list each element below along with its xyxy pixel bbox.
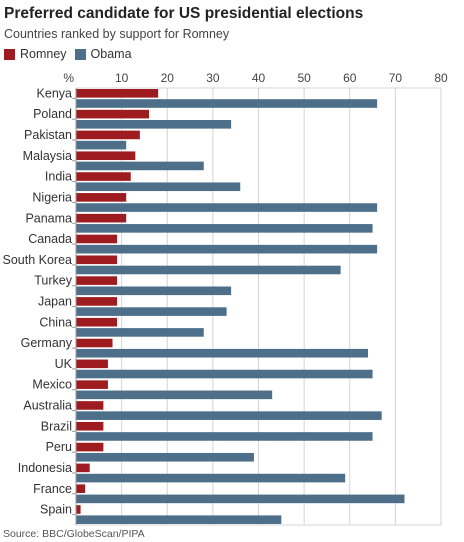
bar-romney-turkey (76, 276, 118, 285)
legend-item-romney: Romney (4, 47, 67, 61)
category-label-poland: Poland (33, 107, 72, 121)
category-label-panama: Panama (25, 211, 72, 225)
bar-obama-spain (76, 515, 282, 524)
category-label-malaysia: Malaysia (23, 149, 72, 163)
bar-romney-nigeria (76, 193, 127, 202)
x-tick-label-50: 50 (297, 71, 311, 85)
bar-obama-peru (76, 452, 254, 462)
bar-obama-uk (76, 369, 373, 379)
bar-obama-brazil (76, 432, 373, 441)
legend-label-romney: Romney (20, 47, 67, 61)
bar-obama-china (76, 328, 204, 337)
bar-obama-india (76, 182, 241, 192)
bar-obama-malaysia (76, 161, 204, 171)
bar-romney-malaysia (76, 151, 136, 161)
bar-romney-mexico (76, 380, 108, 389)
chart-title: Preferred candidate for US presidential … (4, 5, 364, 22)
bar-romney-indonesia (76, 463, 90, 473)
category-label-south-korea: South Korea (3, 253, 73, 267)
x-tick-label-80: 80 (434, 71, 448, 85)
legend-swatch-romney (4, 48, 15, 60)
category-label-japan: Japan (38, 295, 72, 309)
bar-romney-france (76, 484, 86, 493)
source-note: Source: BBC/GlobeScan/PIPA (3, 528, 145, 540)
bar-romney-uk (76, 359, 108, 369)
bar-obama-germany (76, 348, 368, 358)
category-label-uk: UK (55, 357, 73, 371)
bar-obama-south-korea (76, 265, 341, 275)
legend-swatch-obama (74, 48, 86, 60)
x-tick-label-70: 70 (389, 71, 403, 85)
bar-obama-japan (76, 307, 227, 316)
x-tick-label-10: 10 (115, 71, 129, 85)
category-label-turkey: Turkey (34, 274, 72, 288)
category-label-india: India (45, 170, 72, 184)
x-tick-label-60: 60 (343, 71, 357, 85)
bar-romney-india (76, 172, 131, 181)
bar-obama-poland (76, 120, 232, 129)
category-label-mexico: Mexico (32, 378, 72, 392)
category-label-indonesia: Indonesia (18, 461, 72, 475)
legend-label-obama: Obama (90, 47, 132, 61)
bar-romney-brazil (76, 421, 104, 431)
bar-obama-canada (76, 244, 378, 254)
category-label-france: France (33, 482, 72, 496)
category-label-spain: Spain (40, 503, 72, 517)
bar-obama-kenya (76, 99, 378, 108)
bar-romney-germany (76, 338, 113, 348)
bar-obama-nigeria (76, 203, 378, 212)
x-tick-label-30: 30 (206, 71, 220, 85)
bar-obama-pakistan (76, 140, 127, 150)
bar-romney-kenya (76, 89, 159, 98)
x-tick-label-20: 20 (161, 71, 175, 85)
chart-subtitle: Countries ranked by support for Romney (4, 27, 230, 41)
bar-obama-indonesia (76, 473, 346, 483)
category-label-china: China (39, 315, 72, 329)
bar-obama-turkey (76, 286, 232, 296)
category-label-canada: Canada (28, 232, 72, 246)
category-label-kenya: Kenya (37, 86, 72, 100)
bar-romney-peru (76, 442, 104, 452)
x-tick-label-40: 40 (252, 71, 266, 85)
bar-obama-france (76, 494, 405, 504)
bar-romney-china (76, 317, 118, 327)
category-label-brazil: Brazil (41, 419, 72, 433)
bar-romney-australia (76, 401, 104, 410)
chart-legend: Romney Obama (4, 47, 140, 61)
bar-obama-mexico (76, 390, 273, 400)
bar-romney-panama (76, 213, 127, 223)
axis-unit-label: % (63, 71, 74, 85)
category-label-germany: Germany (21, 336, 73, 350)
bar-romney-japan (76, 297, 118, 306)
bar-obama-panama (76, 224, 373, 233)
bar-romney-poland (76, 109, 149, 119)
legend-item-obama: Obama (74, 47, 132, 61)
bar-romney-spain (76, 505, 81, 514)
category-label-pakistan: Pakistan (24, 128, 72, 142)
bar-romney-pakistan (76, 130, 140, 140)
bar-romney-canada (76, 234, 118, 244)
bar-obama-australia (76, 411, 382, 420)
bar-romney-south-korea (76, 255, 118, 265)
category-label-peru: Peru (46, 440, 72, 454)
category-label-nigeria: Nigeria (32, 190, 72, 204)
category-label-australia: Australia (23, 399, 72, 413)
